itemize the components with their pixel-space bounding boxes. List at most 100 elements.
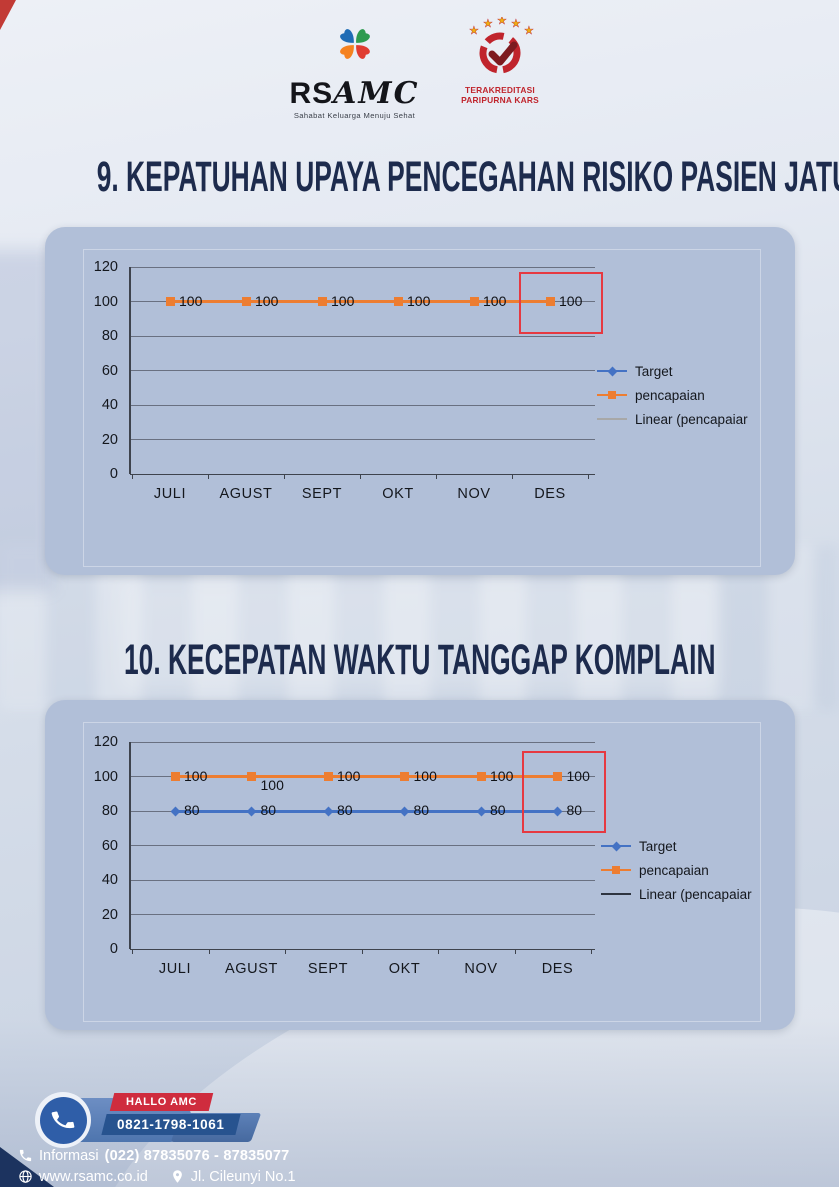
y-tick-label: 60 — [101, 837, 118, 854]
data-label: 100 — [179, 292, 203, 309]
marker-pencapaian — [393, 297, 403, 306]
gridline — [130, 404, 595, 406]
x-axis-tick — [438, 949, 440, 954]
informasi-label: Informasi — [39, 1147, 99, 1164]
gridline — [130, 266, 595, 268]
marker-pencapaian — [323, 772, 333, 781]
data-label: 80 — [184, 802, 200, 818]
legend-item: pencapaian — [601, 860, 709, 880]
legend-marker — [597, 417, 627, 421]
series-line-pencapaian — [170, 300, 550, 303]
data-label: 100 — [483, 292, 507, 309]
gridline — [130, 879, 595, 881]
marker-pencapaian — [165, 297, 175, 306]
kars-stars-ring-icon: ★ ★ ★ ★ ★ — [469, 15, 534, 74]
data-label: 100 — [566, 767, 590, 784]
data-label: 80 — [337, 802, 353, 818]
data-label: 100 — [490, 767, 514, 784]
legend-label: Target — [639, 838, 677, 854]
y-tick-label: 60 — [101, 362, 118, 379]
legend-item: Target — [597, 361, 673, 381]
svg-text:★: ★ — [511, 18, 521, 30]
y-tick-label: 80 — [101, 328, 118, 344]
svg-text:★: ★ — [524, 25, 534, 37]
x-axis-tick — [588, 474, 590, 479]
y-axis-line — [129, 742, 131, 949]
website-url: www.rsamc.co.id — [39, 1168, 148, 1185]
header: RSAMC Sahabat Keluarga Menuju Sehat ★ ★ … — [0, 14, 839, 120]
legend-marker-shape — [607, 366, 618, 376]
rsamc-rs: RS — [289, 77, 334, 110]
x-axis-line — [130, 473, 595, 476]
data-label: 80 — [566, 802, 583, 818]
hallo-phone-circle — [35, 1092, 91, 1148]
x-axis-label: DES — [534, 486, 566, 502]
data-label: 100 — [413, 767, 437, 784]
kars-text-line1: TERAKREDITASI — [465, 85, 535, 95]
location-pin-icon — [170, 1169, 185, 1184]
x-axis-tick — [208, 474, 210, 479]
legend-marker — [597, 390, 627, 399]
x-axis-tick — [208, 949, 210, 954]
hallo-phone-number: 0821-1798-1061 — [117, 1117, 225, 1132]
x-axis-label: AGUST — [219, 486, 273, 502]
marker-pencapaian — [241, 297, 251, 306]
highlight-rect — [519, 272, 603, 334]
data-label: 100 — [255, 292, 279, 309]
data-label: 100 — [331, 292, 355, 309]
phone-handset-icon — [51, 1111, 75, 1129]
chart-frame — [83, 722, 761, 1022]
legend-label: pencapaian — [639, 862, 709, 878]
legend-marker-shape — [608, 390, 616, 399]
legend-label: Target — [635, 363, 673, 379]
marker-pencapaian — [553, 772, 562, 781]
y-tick-label: 0 — [109, 466, 118, 482]
y-tick-label: 100 — [93, 768, 118, 785]
x-axis-tick — [591, 949, 593, 954]
legend-marker-shape — [611, 841, 622, 851]
marker-pencapaian — [317, 297, 327, 306]
y-tick-label: 0 — [109, 941, 118, 957]
background-photo-mid — [120, 580, 720, 690]
gridline — [130, 335, 595, 337]
series-line-pencapaian — [175, 775, 558, 778]
section-title-9-text: 9. KEPATUHAN UPAYA PENCEGAHAN RISIKO PAS… — [96, 152, 839, 201]
x-axis-label: DES — [541, 961, 574, 977]
section-title-9: 9. KEPATUHAN UPAYA PENCEGAHAN RISIKO PAS… — [0, 153, 839, 200]
x-axis-label: AGUST — [225, 961, 278, 977]
svg-text:★: ★ — [483, 18, 493, 30]
y-tick-label: 40 — [101, 872, 118, 888]
marker-pencapaian — [400, 772, 409, 781]
x-axis-label: NOV — [464, 961, 498, 977]
hallo-phone-circle-inner — [39, 1096, 87, 1144]
x-axis-tick — [512, 474, 514, 479]
legend-item: Linear (pencapaiar — [601, 884, 752, 904]
data-label: 100 — [337, 767, 361, 784]
legend-item: Linear (pencapaiar — [597, 409, 748, 429]
gridline — [130, 741, 595, 743]
x-axis-tick — [132, 949, 134, 954]
informasi-phones: (022) 87835076 - 87835077 — [104, 1147, 290, 1164]
x-axis-tick — [514, 949, 516, 954]
marker-pencapaian — [476, 772, 486, 781]
data-label: 80 — [260, 802, 277, 818]
x-axis-label: OKT — [382, 486, 414, 502]
chart-panel-9: 0 20 40 60 80 100 120 JULI AGUST SEPT OKT NOV DES 100… — [45, 227, 795, 575]
y-tick-label: 40 — [101, 397, 118, 413]
footer-info-row-1: Informasi (022) 87835076 - 87835077 — [18, 1146, 296, 1165]
legend-marker — [601, 865, 631, 874]
gridline — [130, 439, 595, 440]
marker-pencapaian — [170, 772, 180, 781]
x-axis-tick — [285, 949, 287, 954]
gridline — [130, 845, 595, 846]
legend-label: Linear (pencapaiar — [635, 411, 748, 427]
section-title-10: 10. KECEPATAN WAKTU TANGGAP KOMPLAIN — [0, 636, 839, 683]
y-tick-label: 20 — [101, 431, 118, 448]
gridline — [130, 370, 595, 371]
y-tick-label: 20 — [101, 906, 118, 923]
x-axis-tick — [360, 474, 362, 479]
rsamc-tagline: Sahabat Keluarga Menuju Sehat — [293, 111, 416, 120]
legend-marker — [601, 892, 631, 896]
legend-item: Target — [601, 836, 677, 856]
hallo-amc-ribbon: HALLO AMC 0821-1798-1061 — [26, 1089, 276, 1151]
